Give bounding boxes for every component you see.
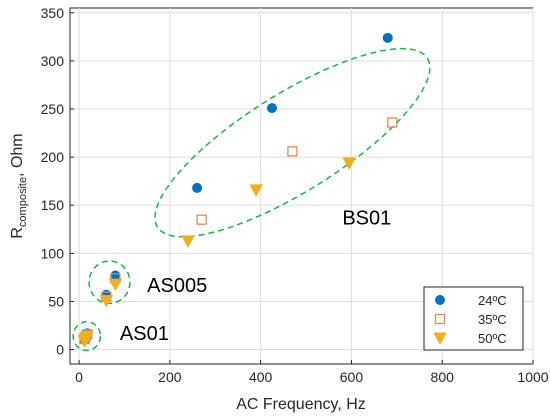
y-tick-label: 250 [41, 101, 65, 117]
y-tick-label: 200 [41, 149, 65, 165]
series-3-point [99, 294, 114, 308]
series-2-point [387, 117, 398, 128]
series-1-point [110, 270, 121, 281]
annotation-label: BS01 [342, 207, 391, 229]
series-1-point [192, 182, 203, 193]
y-axis-label-sub: composite [17, 177, 29, 227]
x-tick-label: 0 [75, 369, 83, 385]
x-ticks: 0 200 400 600 800 1000 [75, 360, 549, 385]
legend-marker-2 [434, 313, 446, 325]
series-points [77, 32, 398, 348]
y-axis-label-tail: , Ohm [9, 133, 26, 177]
x-tick-label: 800 [431, 369, 455, 385]
series-2-point [196, 214, 207, 225]
series-3-point [80, 330, 95, 344]
series-3-point [249, 184, 263, 197]
x-tick-label: 1000 [517, 369, 548, 385]
legend-marker-1 [435, 295, 445, 305]
series-3-point [342, 157, 357, 170]
series-2-point [287, 146, 298, 157]
series-3-point [108, 278, 123, 292]
y-tick-label: 50 [48, 293, 64, 309]
x-tick-label: 600 [340, 369, 364, 385]
annotation-label: AS005 [147, 275, 207, 297]
BS01-ellipse [154, 47, 431, 238]
legend-label-3: 50ºC [478, 331, 507, 346]
y-tick-label: 350 [41, 5, 65, 21]
legend-marker-3 [433, 332, 447, 346]
legend-label-1: 24ºC [478, 293, 507, 308]
y-tick-label: 0 [56, 342, 64, 358]
y-axis-label-main: R [9, 227, 26, 239]
x-axis-label: AC Frequency, Hz [236, 396, 366, 413]
annotations: BS01 AS005 AS01 [120, 207, 391, 344]
y-tick-label: 100 [41, 245, 65, 261]
ellipses [72, 47, 431, 352]
series-1-point [266, 103, 277, 114]
x-tick-label: 200 [158, 369, 182, 385]
y-axis-label: Rcomposite, Ohm [9, 133, 29, 238]
annotation-label: AS01 [120, 323, 169, 345]
series-1-point [382, 32, 393, 43]
AS01-ellipse [72, 320, 102, 352]
x-tick-label: 400 [249, 369, 273, 385]
legend: 24ºC 35ºC 50ºC [423, 286, 524, 351]
y-ticks: 0 50 100 150 200 250 300 350 [41, 5, 74, 358]
series-3-point [181, 235, 195, 248]
y-tick-label: 300 [41, 53, 65, 69]
legend-label-2: 35ºC [478, 312, 507, 327]
y-tick-label: 150 [41, 197, 65, 213]
AS005-ellipse [88, 260, 131, 305]
